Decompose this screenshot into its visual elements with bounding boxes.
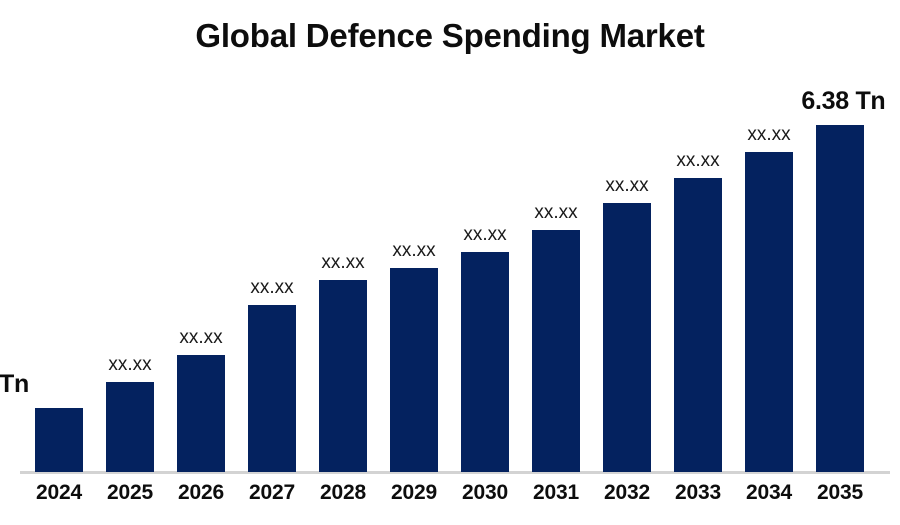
bar[interactable] <box>177 355 225 472</box>
bar[interactable] <box>674 178 722 472</box>
bar[interactable] <box>390 268 438 472</box>
bar-category-label: 2028 <box>320 481 366 504</box>
bar-value-label: xx.xx <box>747 124 791 145</box>
bar-value-label: xx.xx <box>534 202 578 223</box>
bar-group: 6.38 Tn 2035 <box>801 0 885 525</box>
bar-group: xx.xx 2031 <box>532 0 580 525</box>
bar-value-label: 2.7 Tn <box>0 370 29 398</box>
bar-category-label: 2029 <box>391 481 437 504</box>
bar-category-label: 2033 <box>675 481 721 504</box>
bar-value-label: xx.xx <box>179 327 223 348</box>
bar-value-label: xx.xx <box>392 240 436 261</box>
bar-value-label: xx.xx <box>463 224 507 245</box>
bar-value-label: xx.xx <box>605 175 649 196</box>
bar-category-label: 2032 <box>604 481 650 504</box>
bar[interactable] <box>461 252 509 472</box>
bar-category-label: 2035 <box>817 481 863 504</box>
bar-category-label: 2024 <box>36 481 82 504</box>
bar-group: xx.xx 2030 <box>461 0 509 525</box>
bar-category-label: 2030 <box>462 481 508 504</box>
bar-category-label: 2027 <box>249 481 295 504</box>
bar[interactable] <box>532 230 580 472</box>
bar-value-label: xx.xx <box>321 252 365 273</box>
bar-group: xx.xx 2033 <box>674 0 722 525</box>
bar-group: xx.xx 2028 <box>319 0 367 525</box>
axis-baseline <box>20 471 890 474</box>
bar[interactable] <box>603 203 651 472</box>
bar-group: xx.xx 2027 <box>248 0 296 525</box>
bar-category-label: 2031 <box>533 481 579 504</box>
bar-group: xx.xx 2025 <box>106 0 154 525</box>
bar-group: 2.7 Tn 2024 <box>0 0 83 525</box>
bar[interactable] <box>35 408 83 472</box>
bar-value-label: xx.xx <box>250 277 294 298</box>
bar-category-label: 2025 <box>107 481 153 504</box>
bar[interactable] <box>816 125 864 472</box>
bar[interactable] <box>319 280 367 472</box>
bar-category-label: 2026 <box>178 481 224 504</box>
chart-title: Global Defence Spending Market <box>195 17 705 54</box>
bar-value-label: 6.38 Tn <box>801 87 886 115</box>
bar[interactable] <box>745 152 793 472</box>
bar-group: xx.xx 2032 <box>603 0 651 525</box>
bar-group: xx.xx 2026 <box>177 0 225 525</box>
bar-group: xx.xx 2029 <box>390 0 438 525</box>
bar[interactable] <box>248 305 296 472</box>
bar-group: xx.xx 2034 <box>745 0 793 525</box>
bar-category-label: 2034 <box>746 481 792 504</box>
bar-value-label: xx.xx <box>676 150 720 171</box>
bar[interactable] <box>106 382 154 472</box>
bar-value-label: xx.xx <box>108 354 152 375</box>
